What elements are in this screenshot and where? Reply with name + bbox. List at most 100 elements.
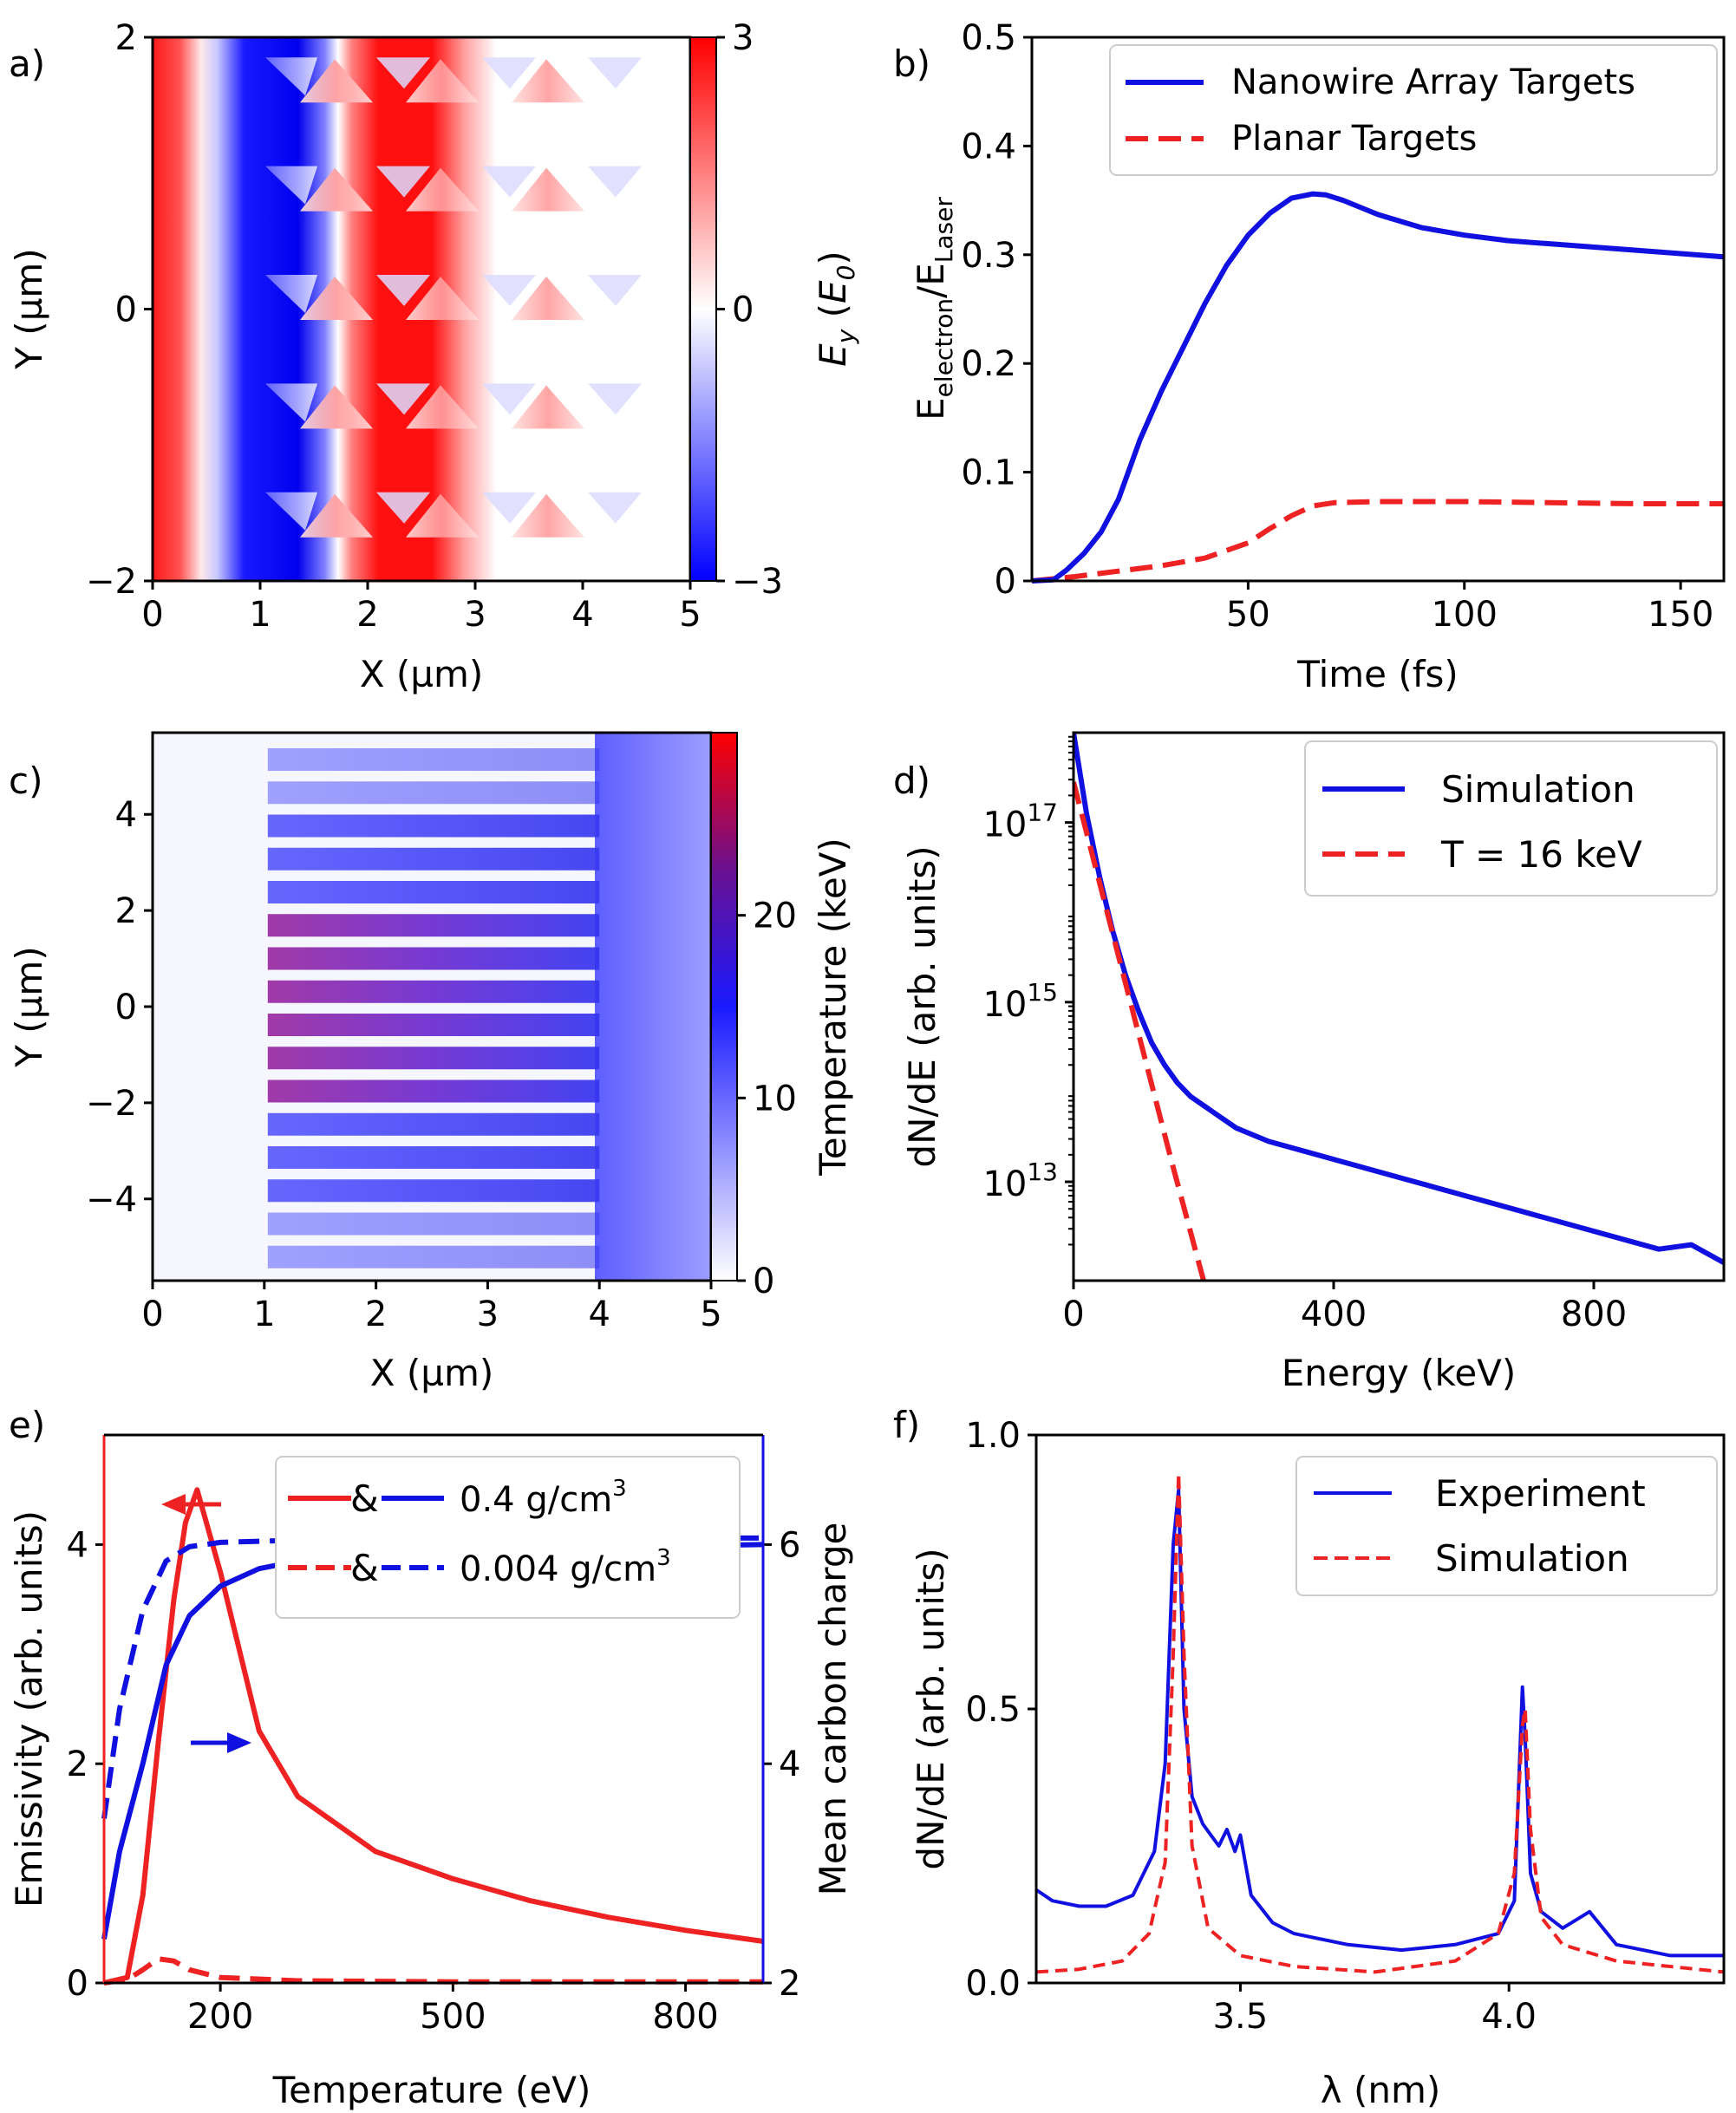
panel-d-frame <box>1072 731 1726 1282</box>
panel-c-colorbar-label: Temperature (keV) <box>812 838 854 1177</box>
y-tick-label: 0.0 <box>965 1964 1021 2004</box>
arrow-right-icon <box>227 1732 251 1753</box>
panel-c-colorbar <box>710 732 738 1281</box>
panel-f-label: f) <box>893 1404 920 1446</box>
y-tick-label: 0 <box>995 562 1016 602</box>
nanowire-temperature-band <box>267 781 600 805</box>
x-tick-label: 0 <box>1062 1295 1084 1334</box>
panel-e-arrows <box>161 1494 251 1753</box>
nanowire-temperature-band <box>267 980 600 1003</box>
nanowire-temperature-band <box>267 1112 600 1136</box>
panel-c-hot-region <box>595 733 711 1281</box>
panel-f-ylabel: dN/dE (arb. units) <box>910 1548 952 1869</box>
panel-d-series <box>1074 733 1724 1281</box>
series-emissivity-0-4-g-cm3 <box>103 1487 764 1986</box>
x-tick-label: 1 <box>253 1295 275 1334</box>
y-tick-label: 4 <box>115 795 137 835</box>
colorbar-tick-label: 10 <box>753 1079 797 1118</box>
panel-c-colorbar-ticks: 0 10 20 <box>737 897 797 1301</box>
field-wedge-positive <box>512 385 584 429</box>
y-tick-label: −2 <box>86 562 137 602</box>
colorbar-tick-label: 0 <box>732 290 754 330</box>
x-tick-label: 150 <box>1648 595 1713 635</box>
field-wedge-negative <box>482 166 536 198</box>
field-wedge-negative <box>482 57 536 89</box>
panel-a-ylabel: Y (µm) <box>8 248 50 369</box>
y-tick-label: −4 <box>86 1180 137 1220</box>
panel-e: e) 200 500 800 0 2 4 2 4 6 & 0.4 g/cm3 & 0.004 g… <box>8 1404 854 2111</box>
y-tick-label: −2 <box>86 1084 137 1124</box>
x-tick-label: 3 <box>477 1295 499 1334</box>
y-tick-label: 4 <box>67 1525 88 1565</box>
field-wedge-negative <box>265 383 317 422</box>
x-tick-label: 200 <box>187 1997 253 2037</box>
panel-f-series <box>1034 1471 1725 1974</box>
series-planar-targets <box>1031 499 1724 584</box>
panel-a-colorbar <box>689 36 717 582</box>
panel-d: d) 0 400 800 1017 1015 1013 Simulation T = 16… <box>893 731 1726 1394</box>
field-wedge-positive <box>300 59 373 103</box>
panel-a-colorbar-ticks: 3 0 −3 <box>716 18 783 602</box>
x-tick-label: 3.5 <box>1213 1997 1269 2037</box>
panel-c-label: c) <box>9 760 42 802</box>
y-tick-label: 0 <box>67 1964 88 2004</box>
x-tick-label: 5 <box>679 595 701 635</box>
field-wedge-negative <box>376 57 430 89</box>
x-tick-label: 2 <box>356 595 378 635</box>
panel-e-legend: & 0.4 g/cm3 & 0.004 g/cm3 <box>275 1456 741 1619</box>
nanowire-temperature-band <box>267 881 600 904</box>
panel-c-ylabel: Y (µm) <box>8 946 50 1067</box>
panel-a-xlabel: X (µm) <box>360 653 484 695</box>
colorbar-tick-label: 20 <box>753 897 797 936</box>
field-wedge-positive <box>512 167 584 212</box>
panel-a-colorbar-label: Ey (E0) <box>812 251 860 367</box>
x-tick-label: 100 <box>1432 595 1498 635</box>
field-wedge-negative <box>588 166 642 198</box>
field-wedge-positive <box>512 59 584 103</box>
y-tick-label: 0.5 <box>961 18 1016 58</box>
y-right-tick-label: 4 <box>779 1745 800 1784</box>
panel-e-axes: 200 500 800 0 2 4 2 4 6 <box>67 1525 801 2037</box>
nanowire-temperature-band <box>267 847 600 871</box>
panel-e-ylabel: Emissivity (arb. units) <box>8 1510 50 1908</box>
field-wedge-negative <box>482 274 536 306</box>
legend-entry-dense: 0.4 g/cm3 <box>460 1476 627 1520</box>
legend-entry-thermal-fit: T = 16 keV <box>1440 833 1642 876</box>
panel-c-axes: 0 1 2 3 4 5 −4 −2 0 2 4 <box>86 795 722 1334</box>
panel-d-ylabel: dN/dE (arb. units) <box>901 845 943 1167</box>
field-wedge-negative <box>588 274 642 306</box>
panel-b-xlabel: Time (fs) <box>1296 653 1459 695</box>
panel-a-wire-features <box>265 57 642 538</box>
series-emissivity-0-004-g-cm3 <box>103 1956 763 1986</box>
panel-b-ylabel: Eelectron/ELaser <box>910 197 958 421</box>
y-tick-label: 2 <box>115 891 137 931</box>
panel-c-wires <box>267 748 600 1268</box>
legend-joiner: & <box>350 1477 379 1520</box>
panel-f-legend: Experiment Simulation <box>1295 1456 1718 1596</box>
nanowire-temperature-band <box>267 1179 600 1203</box>
field-wedge-positive <box>512 493 584 538</box>
field-wedge-negative <box>265 492 317 531</box>
arrow-left-icon <box>161 1494 186 1515</box>
x-tick-label: 0 <box>141 1295 163 1334</box>
field-wedge-negative <box>588 57 642 89</box>
nanowire-temperature-band <box>267 1146 600 1170</box>
y-tick-label: 0.5 <box>965 1690 1021 1730</box>
panel-b-axes: 50 100 150 0 0.1 0.2 0.3 0.4 0.5 <box>961 18 1713 635</box>
panel-f-xlabel: λ (nm) <box>1321 2069 1441 2111</box>
panel-f: f) 3.5 4.0 0.0 0.5 1.0 Experiment Simulation… <box>893 1404 1726 2111</box>
colorbar-tick-label: 0 <box>753 1262 774 1301</box>
field-wedge-positive <box>406 385 479 429</box>
panel-d-series-clipped <box>1074 733 1724 1281</box>
x-tick-label: 2 <box>365 1295 387 1334</box>
x-tick-label: 500 <box>420 1997 486 2037</box>
x-tick-label: 4.0 <box>1481 1997 1537 2037</box>
field-wedge-negative <box>588 492 642 524</box>
y-right-tick-label: 2 <box>779 1964 800 2004</box>
x-tick-label: 800 <box>652 1997 718 2037</box>
field-wedge-negative <box>588 383 642 415</box>
panel-d-axes: 0 400 800 1017 1015 1013 <box>982 735 1627 1334</box>
colorbar-tick-label: −3 <box>732 562 783 602</box>
colorbar-tick-label: 3 <box>732 18 754 58</box>
